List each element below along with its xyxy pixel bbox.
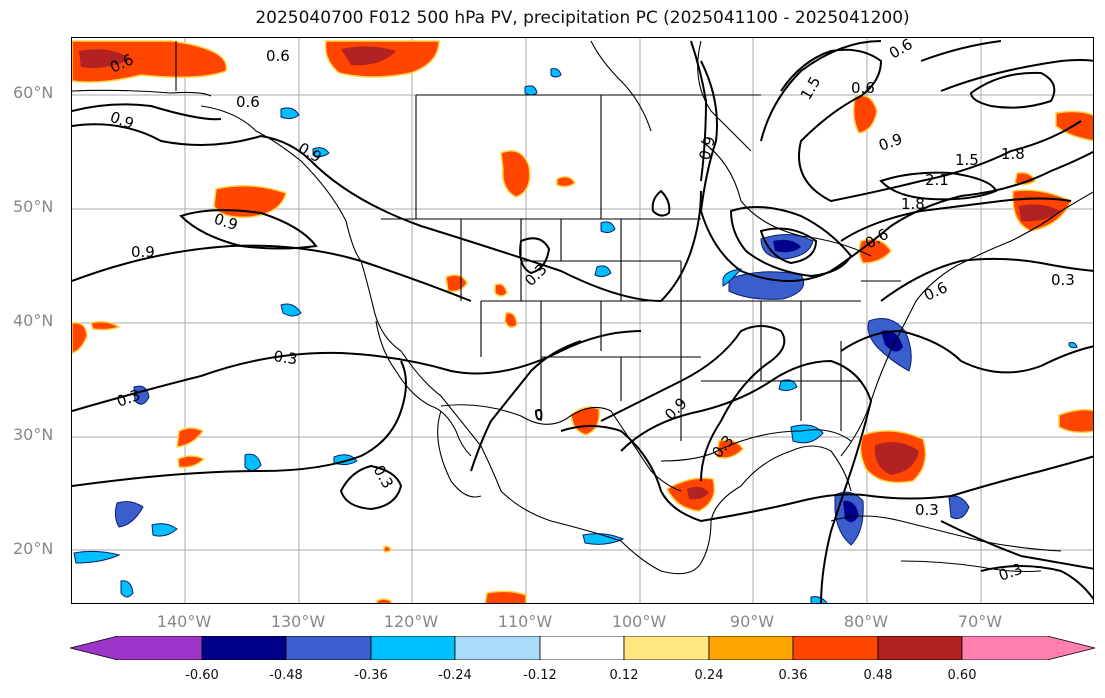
colorbar-segment — [623, 636, 710, 660]
colorbar-segments — [70, 636, 1095, 660]
contour-label: 1.8 — [901, 195, 925, 213]
colorbar-segment — [454, 636, 541, 660]
contour-label: 2.1 — [925, 171, 949, 189]
lat-label-20n: 20°N — [13, 539, 54, 558]
colorbar-segment — [70, 636, 203, 660]
lon-label-130w: 130°W — [270, 612, 326, 631]
contour-label: 0.6 — [886, 38, 916, 62]
lat-label-50n: 50°N — [13, 197, 54, 216]
contour-label: 1.5 — [955, 151, 979, 169]
colorbar-tick: 0.60 — [947, 668, 977, 683]
lon-label-140w: 140°W — [156, 612, 212, 631]
colorbar — [70, 636, 1095, 660]
contour-label: 0.6 — [851, 79, 875, 97]
colorbar-segment — [370, 636, 456, 660]
colorbar-segment — [708, 636, 794, 660]
lat-label-30n: 30°N — [13, 425, 54, 444]
colorbar-tick: -0.60 — [185, 668, 219, 683]
colorbar-segment — [201, 636, 287, 660]
lon-label-80w: 80°W — [843, 612, 889, 631]
colorbar-segment — [792, 636, 879, 660]
lat-label-40n: 40°N — [13, 311, 54, 330]
colorbar-segment — [285, 636, 372, 660]
contour-label: 0.3 — [272, 347, 298, 368]
contour-label: 0.3 — [996, 560, 1025, 585]
lon-label-110w: 110°W — [497, 612, 553, 631]
precip-negative — [73, 68, 1078, 603]
lon-label-70w: 70°W — [957, 612, 1003, 631]
colorbar-tick: -0.24 — [438, 668, 472, 683]
colorbar-tick: -0.12 — [523, 668, 557, 683]
map-canvas: 0.6 0.9 0.6 0.9 0.9 0.9 0.3 0.3 0.3 0.3 … — [72, 38, 1093, 603]
contour-label: 0.9 — [131, 243, 155, 261]
lon-label-100w: 100°W — [611, 612, 667, 631]
contour-label: 0.9 — [695, 134, 719, 162]
colorbar-tick: 0.12 — [609, 668, 639, 683]
contour-labels: 0.6 0.9 0.6 0.9 0.9 0.9 0.3 0.3 0.3 0.3 … — [107, 38, 1075, 585]
contour-label: 0.9 — [661, 394, 691, 424]
contour-label: 1.8 — [1001, 145, 1025, 163]
coastlines-borders — [72, 40, 1093, 575]
colorbar-tick: -0.48 — [269, 668, 303, 683]
colorbar-tick: 0.36 — [778, 668, 808, 683]
contour-label: 0.6 — [266, 47, 290, 65]
contour-label: 0.6 — [921, 278, 950, 304]
colorbar-segment — [877, 636, 963, 660]
graticule — [72, 38, 1093, 603]
contour-label: 0.9 — [876, 130, 905, 155]
lat-label-60n: 60°N — [13, 83, 54, 102]
colorbar-segment — [961, 636, 1095, 660]
colorbar-tick: 0.24 — [694, 668, 724, 683]
map-title: 2025040700 F012 500 hPa PV, precipitatio… — [255, 8, 910, 28]
contour-label: 0.3 — [915, 501, 939, 519]
pv-contours — [72, 40, 1093, 603]
contour-label: 0.3 — [1051, 271, 1075, 289]
contour-label: 1.5 — [797, 73, 825, 103]
lon-label-90w: 90°W — [729, 612, 775, 631]
colorbar-tick: 0.48 — [863, 668, 893, 683]
map-panel: 0.6 0.9 0.6 0.9 0.9 0.9 0.3 0.3 0.3 0.3 … — [71, 37, 1094, 604]
contour-label: 0.6 — [236, 93, 260, 111]
colorbar-segment — [539, 636, 625, 660]
lon-label-120w: 120°W — [383, 612, 439, 631]
colorbar-tick: -0.36 — [354, 668, 388, 683]
